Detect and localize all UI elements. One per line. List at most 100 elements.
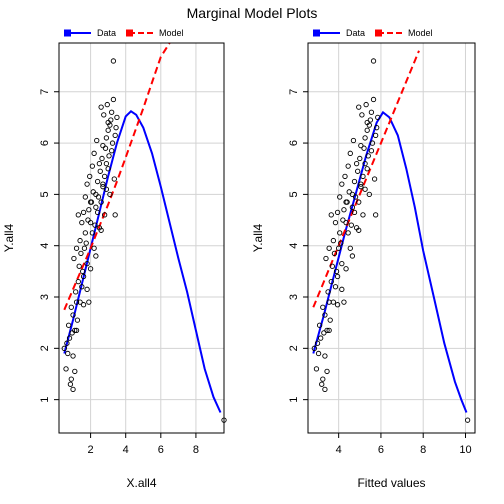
- data-point: [82, 246, 86, 250]
- data-point: [96, 195, 100, 199]
- data-point: [91, 190, 95, 194]
- data-point: [103, 146, 107, 150]
- data-point: [102, 113, 106, 117]
- model-curve: [313, 51, 419, 308]
- data-point: [98, 169, 102, 173]
- data-point: [325, 369, 329, 373]
- data-point: [81, 210, 85, 214]
- data-point: [365, 128, 369, 132]
- legend-label-model: Model: [408, 28, 433, 38]
- data-point: [74, 246, 78, 250]
- data-point: [363, 136, 367, 140]
- data-point: [342, 300, 346, 304]
- data-point: [113, 133, 117, 137]
- data-point: [365, 167, 369, 171]
- data-point: [351, 138, 355, 142]
- data-point: [73, 290, 77, 294]
- data-point: [340, 182, 344, 186]
- data-point: [352, 179, 356, 183]
- y-tick-label: 1: [39, 397, 51, 403]
- data-point: [329, 213, 333, 217]
- data-point: [94, 254, 98, 258]
- data-point: [92, 246, 96, 250]
- legend-marker-model: [126, 30, 133, 37]
- y-tick-label: 6: [288, 140, 300, 146]
- data-point: [85, 287, 89, 291]
- data-point: [371, 59, 375, 63]
- legend-label-data: Data: [97, 28, 116, 38]
- data-point: [88, 174, 92, 178]
- data-point: [105, 102, 109, 106]
- data-point: [348, 151, 352, 155]
- data-point: [373, 213, 377, 217]
- data-point: [101, 143, 105, 147]
- right-panel-fitted-values: 4 6 8 101234567Fitted valuesY.all4Data Model: [251, 28, 475, 490]
- x-axis-label: X.all4: [126, 476, 156, 490]
- data-point: [72, 256, 76, 260]
- legend-label-model: Model: [159, 28, 184, 38]
- y-tick-label: 4: [288, 243, 300, 249]
- data-point: [115, 115, 119, 119]
- x-tick-label: 4: [336, 444, 342, 456]
- data-point: [465, 418, 469, 422]
- data-point: [83, 195, 87, 199]
- y-tick-label: 2: [288, 345, 300, 351]
- x-tick-label: 8: [420, 444, 426, 456]
- data-point: [71, 354, 75, 358]
- x-tick-label: 2: [88, 444, 94, 456]
- data-point: [350, 254, 354, 258]
- y-tick-label: 5: [288, 191, 300, 197]
- data-point: [85, 182, 89, 186]
- plot-frame: [59, 43, 224, 433]
- data-point: [340, 287, 344, 291]
- data-point: [95, 138, 99, 142]
- data-point: [83, 231, 87, 235]
- data-point: [86, 218, 90, 222]
- data-point: [369, 149, 373, 153]
- data-point: [346, 164, 350, 168]
- data-point: [64, 367, 68, 371]
- data-point: [66, 351, 70, 355]
- y-tick-label: 3: [39, 294, 51, 300]
- left-panel-x-all4: 2 4 6 81234567X.all4Y.all4Data Model: [2, 28, 226, 490]
- data-point: [79, 251, 83, 255]
- data-point: [97, 161, 101, 165]
- data-point: [361, 213, 365, 217]
- data-point: [113, 213, 117, 217]
- data-point: [76, 279, 80, 283]
- y-tick-label: 4: [39, 243, 51, 249]
- data-point: [320, 382, 324, 386]
- data-point: [69, 377, 73, 381]
- data-point: [321, 305, 325, 309]
- data-point: [321, 377, 325, 381]
- y-tick-label: 5: [39, 191, 51, 197]
- data-point: [99, 105, 103, 109]
- data-point: [371, 97, 375, 101]
- data-point: [324, 256, 328, 260]
- data-point: [369, 110, 373, 114]
- data-point: [73, 369, 77, 373]
- x-tick-label: 4: [123, 444, 129, 456]
- y-axis-label: Y.all4: [2, 223, 16, 252]
- data-point: [360, 113, 364, 117]
- data-point: [357, 105, 361, 109]
- data-point: [362, 146, 366, 150]
- data-point: [349, 223, 353, 227]
- data-point: [342, 208, 346, 212]
- data-curve: [313, 112, 466, 412]
- data-point: [111, 97, 115, 101]
- data-point: [71, 387, 75, 391]
- data-point: [364, 102, 368, 106]
- data-point: [363, 187, 367, 191]
- y-tick-label: 3: [288, 294, 300, 300]
- data-point: [343, 174, 347, 178]
- y-tick-label: 2: [39, 345, 51, 351]
- data-point: [328, 318, 332, 322]
- data-point: [95, 179, 99, 183]
- data-point: [333, 285, 337, 289]
- data-point: [327, 246, 331, 250]
- data-point: [323, 387, 327, 391]
- y-tick-label: 7: [39, 89, 51, 95]
- data-point: [106, 128, 110, 132]
